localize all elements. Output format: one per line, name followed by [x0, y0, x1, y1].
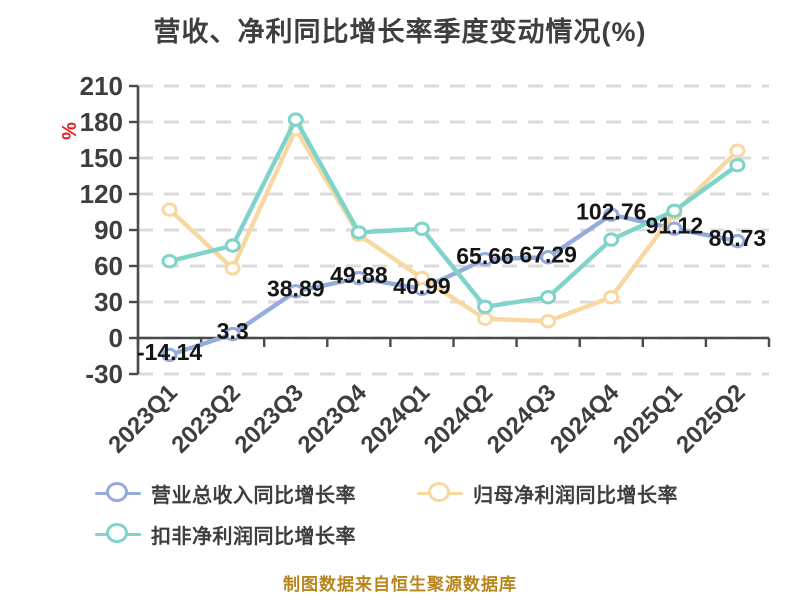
data-point-marker [477, 299, 494, 314]
legend-dot-icon [106, 482, 128, 502]
data-point-label: 38.89 [267, 275, 325, 301]
data-point-marker [729, 233, 746, 249]
series-line [167, 212, 740, 358]
x-axis-label: 2024Q4 [545, 379, 625, 459]
legend-dot-icon [106, 523, 128, 543]
data-point-marker [540, 314, 557, 329]
data-point-marker [350, 270, 367, 286]
data-point-marker [603, 207, 620, 222]
data-source-note: 制图数据来自恒生聚源数据库 [283, 575, 517, 594]
data-point-label: 49.88 [330, 262, 388, 288]
legend-label: 扣非净利润同比增长率 [151, 525, 356, 548]
y-tick-label: 210 [80, 71, 123, 101]
data-point-marker [729, 143, 746, 159]
data-point-marker [413, 270, 430, 286]
x-axis-label: 2024Q1 [356, 379, 435, 458]
data-point-label: 40.99 [393, 273, 451, 299]
series-line [167, 126, 740, 324]
legend-item-total-revenue-growth: 营业总收入同比增长率 [95, 480, 356, 507]
data-point-marker [287, 284, 304, 299]
data-point-marker [666, 203, 683, 219]
data-point-label: 102.76 [576, 199, 646, 225]
series-line [167, 117, 740, 309]
data-point-label: 65.66 [456, 243, 514, 269]
data-point-label: -14.14 [137, 339, 202, 365]
data-point-label: 3.3 [217, 318, 249, 344]
data-point-marker [666, 221, 683, 236]
data-point-marker [540, 290, 557, 305]
data-point-label: 67.29 [519, 241, 577, 267]
data-point-label: 91.12 [646, 213, 704, 239]
legend-label: 归母净利润同比增长率 [473, 484, 678, 507]
data-point-marker [350, 225, 367, 240]
legend-dot-icon [428, 482, 450, 502]
chart-title: 营收、净利同比增长率季度变动情况(%) [153, 17, 647, 47]
data-point-marker [603, 232, 620, 247]
data-point-marker [287, 112, 304, 127]
data-point-label: 80.73 [709, 225, 767, 251]
y-tick-label: -30 [85, 359, 123, 389]
legend-marker-icon [95, 523, 141, 545]
x-axis-label: 2023Q4 [293, 379, 373, 459]
data-point-marker [224, 238, 241, 253]
x-axis-label: 2025Q1 [608, 379, 687, 458]
y-tick-label: 120 [80, 179, 123, 209]
data-point-marker [477, 252, 494, 267]
y-tick-label: 150 [80, 143, 123, 173]
data-point-marker [413, 221, 430, 237]
x-axis-label: 2025Q2 [671, 379, 750, 458]
data-point-marker [224, 261, 241, 276]
legend-item-non-gaap-net-profit-growth: 扣非净利润同比增长率 [95, 521, 356, 548]
y-tick-label: 180 [80, 107, 123, 137]
y-axis-unit-label: % [59, 122, 81, 140]
x-axis-label: 2023Q1 [103, 379, 182, 458]
data-point-marker [161, 347, 178, 363]
data-point-marker [224, 326, 241, 342]
x-axis-label: 2024Q3 [482, 379, 561, 458]
legend-label: 营业总收入同比增长率 [151, 484, 356, 507]
x-axis-label: 2024Q2 [419, 379, 498, 458]
y-tick-label: 90 [94, 215, 123, 245]
data-point-marker [477, 311, 494, 326]
data-point-marker [603, 290, 620, 305]
x-axis-label: 2023Q2 [166, 379, 245, 458]
y-tick-label: 30 [94, 287, 123, 317]
x-axis-label: 2023Q3 [230, 379, 309, 458]
data-point-marker [729, 158, 746, 173]
data-point-marker [540, 250, 557, 265]
data-point-marker [161, 254, 178, 269]
legend-marker-icon [95, 482, 141, 504]
line-chart: 2101801501209060300-30%2023Q12023Q22023Q… [59, 71, 771, 459]
data-point-marker [161, 202, 178, 217]
y-tick-label: 60 [94, 251, 123, 281]
y-tick-label: 0 [109, 323, 123, 353]
legend-item-net-profit-growth: 归母净利润同比增长率 [417, 480, 678, 507]
legend-marker-icon [417, 482, 463, 504]
